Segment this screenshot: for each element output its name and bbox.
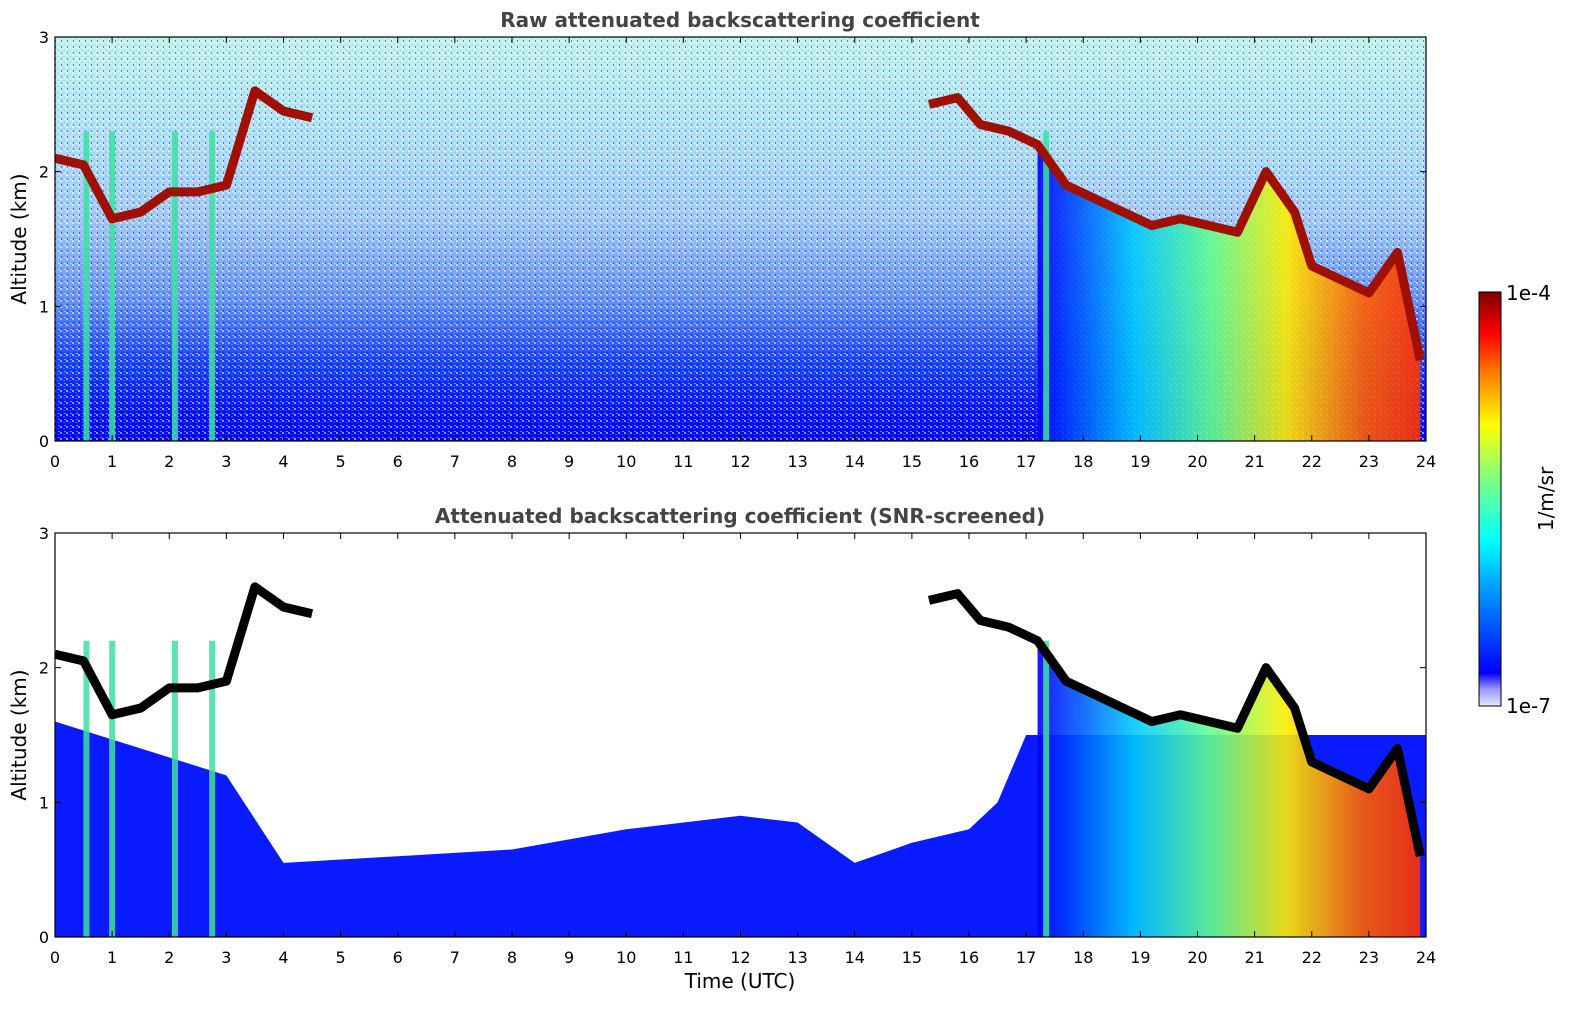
colorbar-unit-label: 1/m/sr [1534,466,1558,531]
x-tick-label: 4 [278,452,288,471]
x-tick-label: 1 [107,452,117,471]
x-tick-label: 22 [1302,948,1322,967]
cloud-base-series [55,86,314,224]
x-tick-label: 6 [393,452,403,471]
x-tick-label: 7 [450,948,460,967]
y-tick-label: 1 [39,793,49,812]
x-tick-label: 21 [1244,948,1264,967]
x-tick-label: 24 [1416,452,1436,471]
x-tick-label: 22 [1302,452,1322,471]
y-tick-label: 3 [39,524,49,543]
y-tick-label: 3 [39,28,49,47]
raw-backscatter-panel: Raw attenuated backscattering coefficien… [7,8,1436,471]
y-axis-screened: 0 1 2 3 [39,524,1426,947]
colorbar: 1e-4 1e-7 1/m/sr [1478,281,1558,718]
x-tick-label: 18 [1073,948,1093,967]
x-tick-label: 5 [336,948,346,967]
x-tick-label: 3 [221,452,231,471]
cloud-base-series [927,93,1425,362]
x-tick-label: 6 [393,948,403,967]
x-tick-label: 5 [336,452,346,471]
x-tick-label: 2 [164,452,174,471]
x-tick-label: 8 [507,452,517,471]
x-tick-label: 21 [1244,452,1264,471]
colorbar-min-label: 1e-7 [1506,694,1551,718]
x-tick-label: 9 [564,452,574,471]
x-tick-label: 17 [1016,452,1036,471]
y-tick-label: 2 [39,163,49,182]
cloud-layer-screened [55,582,1425,858]
heatmap-raw [55,37,1426,441]
y-axis-raw: 0 1 2 3 [39,28,1426,451]
x-tick-label: 16 [959,948,979,967]
x-tick-label: 20 [1187,948,1207,967]
x-tick-label: 13 [787,452,807,471]
chart-title-screened: Attenuated backscattering coefficient (S… [435,504,1045,528]
x-tick-label: 1 [107,948,117,967]
cloud-base-series [55,582,314,720]
x-tick-label: 10 [616,948,636,967]
colorbar-gradient [1478,291,1502,707]
x-tick-label: 0 [50,452,60,471]
x-tick-label: 11 [673,452,693,471]
x-tick-label: 19 [1130,948,1150,967]
colorbar-max-label: 1e-4 [1506,281,1551,305]
x-tick-label: 14 [845,452,865,471]
x-tick-label: 4 [278,948,288,967]
x-tick-label: 2 [164,948,174,967]
x-tick-label: 18 [1073,452,1093,471]
x-tick-label: 11 [673,948,693,967]
x-tick-label: 10 [616,452,636,471]
x-tick-label: 15 [902,948,922,967]
y-tick-label: 0 [39,928,49,947]
x-tick-label: 14 [845,948,865,967]
x-tick-label: 0 [50,948,60,967]
y-axis-label-raw: Altitude (km) [7,173,31,304]
x-tick-label: 9 [564,948,574,967]
x-tick-label: 17 [1016,948,1036,967]
x-tick-label: 12 [730,948,750,967]
x-axis-label: Time (UTC) [684,969,796,993]
y-axis-label-screened: Altitude (km) [7,669,31,800]
chart-title-raw: Raw attenuated backscattering coefficien… [500,8,980,32]
x-tick-label: 23 [1359,948,1379,967]
x-tick-label: 7 [450,452,460,471]
x-tick-label: 15 [902,452,922,471]
x-tick-label: 24 [1416,948,1436,967]
x-tick-label: 3 [221,948,231,967]
heatmap-screened [55,533,1426,937]
x-tick-label: 20 [1187,452,1207,471]
x-tick-label: 13 [787,948,807,967]
cloud-layer-raw [55,86,1425,362]
y-tick-label: 2 [39,659,49,678]
cloud-base-series [927,589,1425,858]
x-tick-label: 8 [507,948,517,967]
snr-screened-panel: Attenuated backscattering coefficient (S… [7,504,1436,993]
x-tick-label: 16 [959,452,979,471]
x-axis-screened: 0 1 2 3 4 5 6 7 8 9 10 11 12 13 14 15 16 17 18 19 20 21 22 23 24 [50,533,1436,967]
x-tick-label: 23 [1359,452,1379,471]
x-tick-label: 19 [1130,452,1150,471]
y-tick-label: 0 [39,432,49,451]
y-tick-label: 1 [39,297,49,316]
x-tick-label: 12 [730,452,750,471]
x-axis-raw: 0 1 2 3 4 5 6 7 8 9 10 11 12 13 14 15 16 17 18 19 20 21 22 23 24 [50,37,1436,471]
